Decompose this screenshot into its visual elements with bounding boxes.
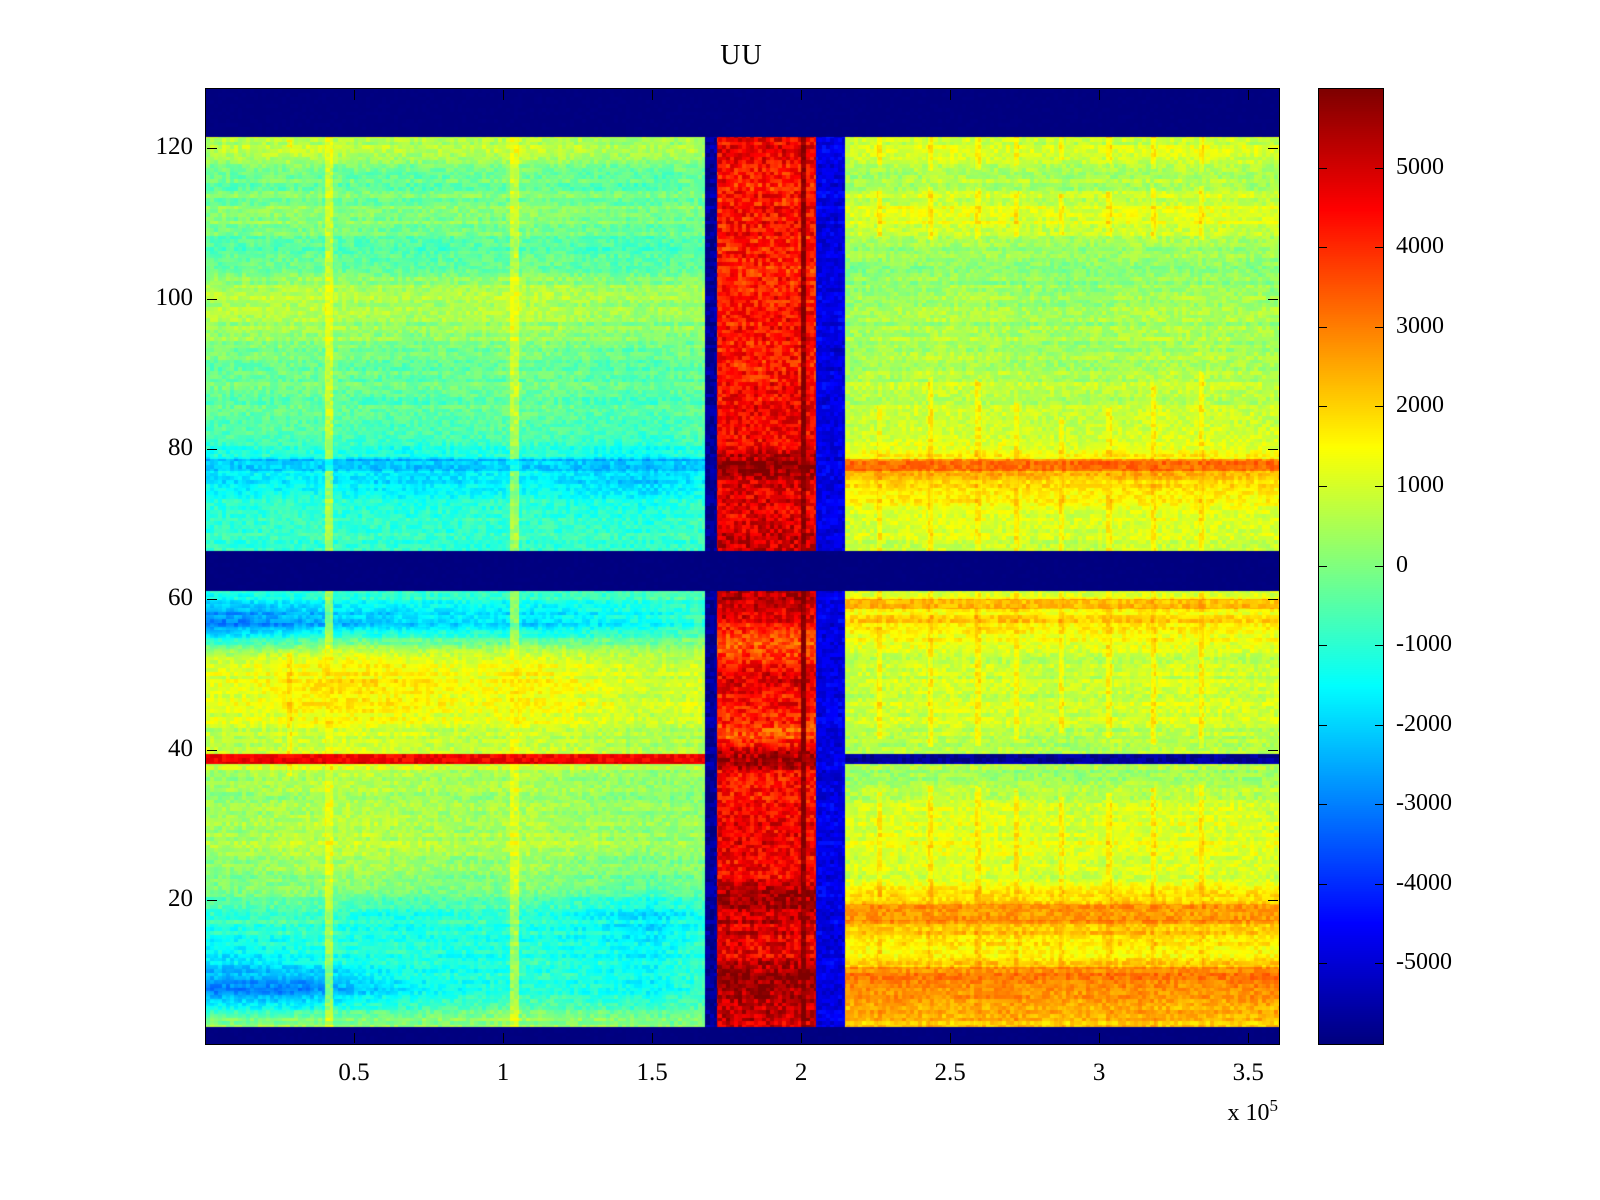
y-tick-mark-right	[1268, 148, 1278, 150]
heatmap-canvas	[206, 89, 1279, 1044]
y-tick-mark	[207, 148, 217, 150]
y-tick-label: 20	[168, 885, 193, 913]
x-tick-mark-top	[950, 90, 952, 100]
y-tick-mark	[207, 900, 217, 902]
x-tick-label: 1.5	[636, 1059, 668, 1086]
colorbar-tick-mark	[1319, 485, 1327, 487]
y-tick-mark	[207, 448, 217, 450]
colorbar-tick-mark-right	[1375, 247, 1383, 249]
colorbar-tick-mark	[1319, 247, 1327, 249]
y-tick-label: 40	[168, 734, 193, 762]
colorbar-tick-mark	[1319, 804, 1327, 806]
colorbar-canvas	[1319, 89, 1383, 1044]
y-tick-mark	[207, 599, 217, 601]
plot-area	[205, 88, 1280, 1045]
x-tick-mark	[801, 1033, 803, 1043]
colorbar-tick-label: 2000	[1396, 392, 1444, 419]
x-tick-label: 2	[794, 1059, 808, 1086]
x-tick-label: 0.5	[338, 1059, 370, 1086]
y-tick-label: 100	[155, 283, 194, 311]
x-tick-mark	[1248, 1033, 1250, 1043]
colorbar-tick-mark-right	[1375, 406, 1383, 408]
x-tick-label: 2.5	[934, 1059, 966, 1086]
x-tick-mark-top	[1248, 90, 1250, 100]
colorbar-tick-mark	[1319, 645, 1327, 647]
colorbar-tick-label: -2000	[1396, 710, 1452, 737]
colorbar-tick-mark-right	[1375, 645, 1383, 647]
colorbar-tick-mark-right	[1375, 804, 1383, 806]
colorbar-tick-label: 4000	[1396, 233, 1444, 260]
x-tick-mark-top	[1099, 90, 1101, 100]
y-tick-label: 120	[155, 133, 194, 161]
y-tick-mark-right	[1268, 599, 1278, 601]
x-tick-label: 1	[496, 1059, 510, 1086]
colorbar-tick-label: 0	[1396, 551, 1408, 578]
y-tick-mark	[207, 749, 217, 751]
colorbar-tick-label: -3000	[1396, 790, 1452, 817]
y-tick-label: 80	[168, 433, 193, 461]
x-tick-mark	[354, 1033, 356, 1043]
colorbar-tick-mark-right	[1375, 485, 1383, 487]
x-tick-mark	[652, 1033, 654, 1043]
x-tick-mark-top	[801, 90, 803, 100]
x-exponent-power: 5	[1269, 1096, 1279, 1115]
x-exponent-prefix: x 10	[1227, 1100, 1270, 1126]
colorbar-tick-mark-right	[1375, 724, 1383, 726]
colorbar-tick-mark-right	[1375, 883, 1383, 885]
colorbar-tick-mark-right	[1375, 326, 1383, 328]
y-tick-mark	[207, 298, 217, 300]
colorbar-tick-label: -1000	[1396, 631, 1452, 658]
colorbar-tick-mark	[1319, 883, 1327, 885]
colorbar-tick-mark-right	[1375, 963, 1383, 965]
x-tick-label: 3	[1092, 1059, 1106, 1086]
x-tick-mark	[1099, 1033, 1101, 1043]
x-tick-mark-top	[652, 90, 654, 100]
x-tick-mark	[503, 1033, 505, 1043]
colorbar-tick-mark	[1319, 406, 1327, 408]
y-tick-mark-right	[1268, 448, 1278, 450]
x-tick-mark	[950, 1033, 952, 1043]
colorbar-tick-mark-right	[1375, 167, 1383, 169]
colorbar-tick-label: 1000	[1396, 471, 1444, 498]
colorbar-tick-mark	[1319, 565, 1327, 567]
y-tick-label: 60	[168, 584, 193, 612]
colorbar-tick-mark-right	[1375, 565, 1383, 567]
plot-title: UU	[720, 40, 763, 71]
y-tick-mark-right	[1268, 298, 1278, 300]
x-tick-label: 3.5	[1232, 1059, 1264, 1086]
x-tick-mark-top	[354, 90, 356, 100]
y-tick-mark-right	[1268, 749, 1278, 751]
x-axis-exponent-label: x 105	[1118, 1096, 1279, 1127]
colorbar-tick-label: 3000	[1396, 312, 1444, 339]
colorbar-tick-mark	[1319, 167, 1327, 169]
colorbar-tick-mark	[1319, 326, 1327, 328]
colorbar-tick-mark	[1319, 724, 1327, 726]
y-tick-mark-right	[1268, 900, 1278, 902]
colorbar-tick-label: 5000	[1396, 153, 1444, 180]
colorbar	[1318, 88, 1384, 1045]
colorbar-tick-label: -5000	[1396, 949, 1452, 976]
colorbar-tick-mark	[1319, 963, 1327, 965]
colorbar-tick-label: -4000	[1396, 869, 1452, 896]
x-tick-mark-top	[503, 90, 505, 100]
